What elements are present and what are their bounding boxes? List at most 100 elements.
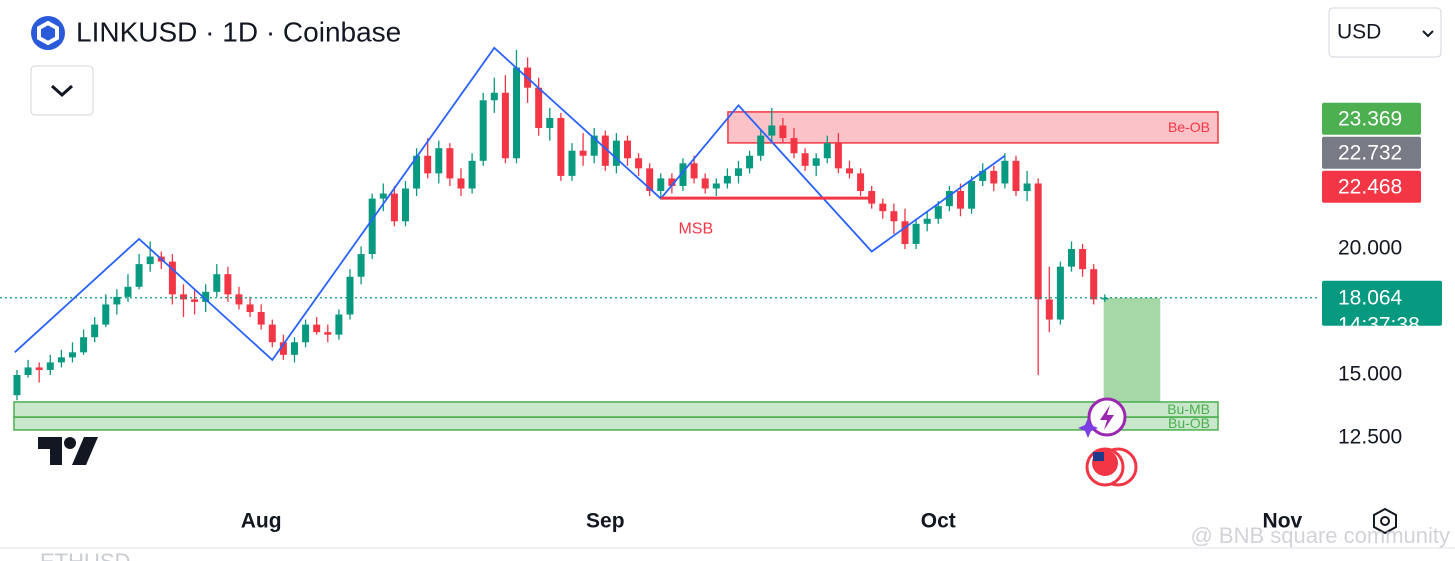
candle-body [401, 188, 409, 222]
candle-body [1090, 269, 1098, 300]
x-tick-label: Nov [1263, 510, 1303, 533]
candle-body [390, 193, 398, 222]
candle-body [845, 168, 853, 174]
price-badge [1322, 136, 1421, 169]
candle-body [512, 67, 520, 159]
currency-label: USD [1337, 21, 1381, 44]
candle-body [113, 296, 121, 305]
candle-body [679, 163, 687, 186]
candle-body [213, 274, 221, 292]
candle-body [124, 286, 132, 297]
candle-body [723, 175, 731, 184]
y-tick-label: 12.500 [1338, 426, 1402, 449]
candle-body [57, 357, 65, 363]
candle-body [290, 342, 298, 355]
candle-body [202, 291, 210, 302]
candle-body [1034, 183, 1042, 300]
candle-body [435, 148, 443, 174]
candle-body [956, 191, 964, 209]
zigzag-line [14, 46, 1006, 362]
candle-body [890, 211, 898, 222]
candle-body [746, 155, 754, 169]
candle-body [979, 170, 987, 181]
candle-body [790, 138, 798, 154]
candle-body [268, 324, 276, 343]
candle-body [601, 135, 609, 166]
candle-body [135, 264, 143, 287]
candle-body [24, 367, 32, 375]
candle-body [1023, 183, 1031, 192]
candle-body [968, 180, 976, 209]
candle-body [779, 125, 787, 139]
candle-body [1056, 266, 1064, 320]
candle-body [91, 324, 99, 338]
candle-body [46, 362, 54, 370]
candle-body [257, 311, 265, 325]
candle-body [701, 178, 709, 189]
candle-body [1012, 160, 1020, 192]
candle-body [1079, 248, 1087, 270]
candle-body [357, 254, 365, 277]
msb-label: MSB [678, 220, 713, 237]
zone [727, 111, 1219, 144]
candle-body [912, 223, 920, 244]
candle-body [646, 168, 654, 192]
candle-body [945, 191, 953, 207]
assistant-icon[interactable] [1078, 397, 1127, 438]
candle-body [635, 158, 643, 169]
candle-body [668, 178, 676, 186]
y-tick-label: 20.000 [1338, 237, 1402, 260]
symbol-icon [31, 16, 65, 50]
candle-body [590, 135, 598, 156]
candle-body [557, 117, 565, 176]
candle-body [346, 276, 354, 315]
y-tick-label: 15.000 [1338, 363, 1402, 386]
x-tick-label: Oct [921, 510, 956, 533]
candle-body [179, 294, 187, 300]
candle-body [313, 324, 321, 333]
candle-body [80, 337, 88, 353]
candle-body [413, 155, 421, 189]
candle-body [35, 367, 43, 370]
collapse-button[interactable] [30, 65, 94, 116]
candle-body [579, 150, 587, 156]
last-price-label: 18.064 [1338, 286, 1403, 309]
candle-body [468, 160, 476, 189]
candle-body [757, 135, 765, 156]
candle-body [1101, 297, 1109, 300]
candle-body [302, 324, 310, 343]
candle-body [1001, 160, 1009, 184]
candle-body [535, 87, 543, 129]
candle-body [501, 92, 509, 159]
candle-body [13, 375, 21, 396]
zone-label: Be-OB [1168, 119, 1210, 135]
candle-body [879, 203, 887, 212]
candle-body [379, 193, 387, 199]
candle-body [279, 342, 287, 355]
candle-body [623, 140, 631, 159]
currency-select[interactable]: USD [1328, 7, 1442, 58]
target-box [1103, 297, 1161, 402]
zone [13, 416, 1219, 431]
events-icon[interactable] [1085, 447, 1138, 487]
candle-body [768, 125, 776, 136]
candle-body [224, 274, 232, 295]
candle-body [446, 148, 454, 179]
next-symbol: ETHUSD [40, 549, 130, 561]
tv-logo [38, 437, 98, 465]
candle-body [923, 218, 931, 224]
candle-body [168, 261, 176, 295]
candle-body [612, 140, 620, 166]
settings-icon[interactable] [1373, 507, 1397, 535]
candle-body [424, 155, 432, 174]
candle-body [690, 163, 698, 179]
zone-label: Bu-OB [1168, 415, 1210, 431]
candle-body [801, 153, 809, 166]
candle-body [324, 332, 332, 335]
candle-body [457, 178, 465, 189]
candle-body [490, 92, 498, 101]
candle-body [1067, 248, 1075, 267]
candle-body [102, 304, 110, 325]
